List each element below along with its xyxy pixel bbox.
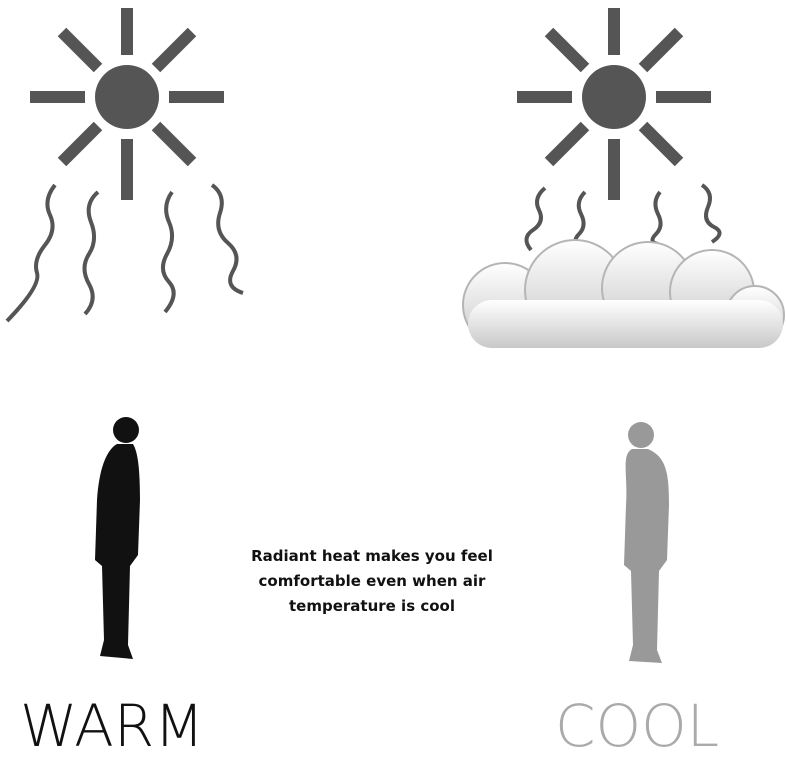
sun-ray <box>643 32 679 68</box>
sun-cool <box>517 8 711 200</box>
heat-wave <box>7 185 55 321</box>
heat-wave <box>652 192 660 244</box>
person-head <box>113 417 139 443</box>
sun-ray <box>62 32 98 68</box>
heat-wave <box>85 192 99 314</box>
cloud-base <box>468 300 783 348</box>
person-body <box>624 449 669 663</box>
heat-waves-cool <box>526 185 719 250</box>
sun-ray <box>643 126 679 162</box>
heat-wave <box>163 192 174 312</box>
sun-warm <box>30 8 224 200</box>
sun-ray <box>62 126 98 162</box>
heat-wave <box>212 185 243 293</box>
person-body <box>95 444 140 659</box>
caption: Radiant heat makes you feel comfortable … <box>222 544 522 619</box>
page: Radiant heat makes you feel comfortable … <box>0 0 786 758</box>
sun-ray <box>156 126 192 162</box>
heat-wave <box>526 188 545 250</box>
cool-label: COOL <box>555 694 719 758</box>
heat-waves-warm <box>7 185 243 321</box>
person-cool <box>624 422 669 663</box>
heat-wave <box>702 185 720 242</box>
warm-label: WARM <box>20 694 204 758</box>
sun-ray <box>156 32 192 68</box>
illustration <box>0 0 786 758</box>
sun-disc <box>95 65 159 129</box>
cloud <box>463 240 784 348</box>
person-head <box>628 422 654 448</box>
person-warm <box>95 417 140 659</box>
sun-disc <box>582 65 646 129</box>
sun-ray <box>549 126 585 162</box>
sun-ray <box>549 32 585 68</box>
